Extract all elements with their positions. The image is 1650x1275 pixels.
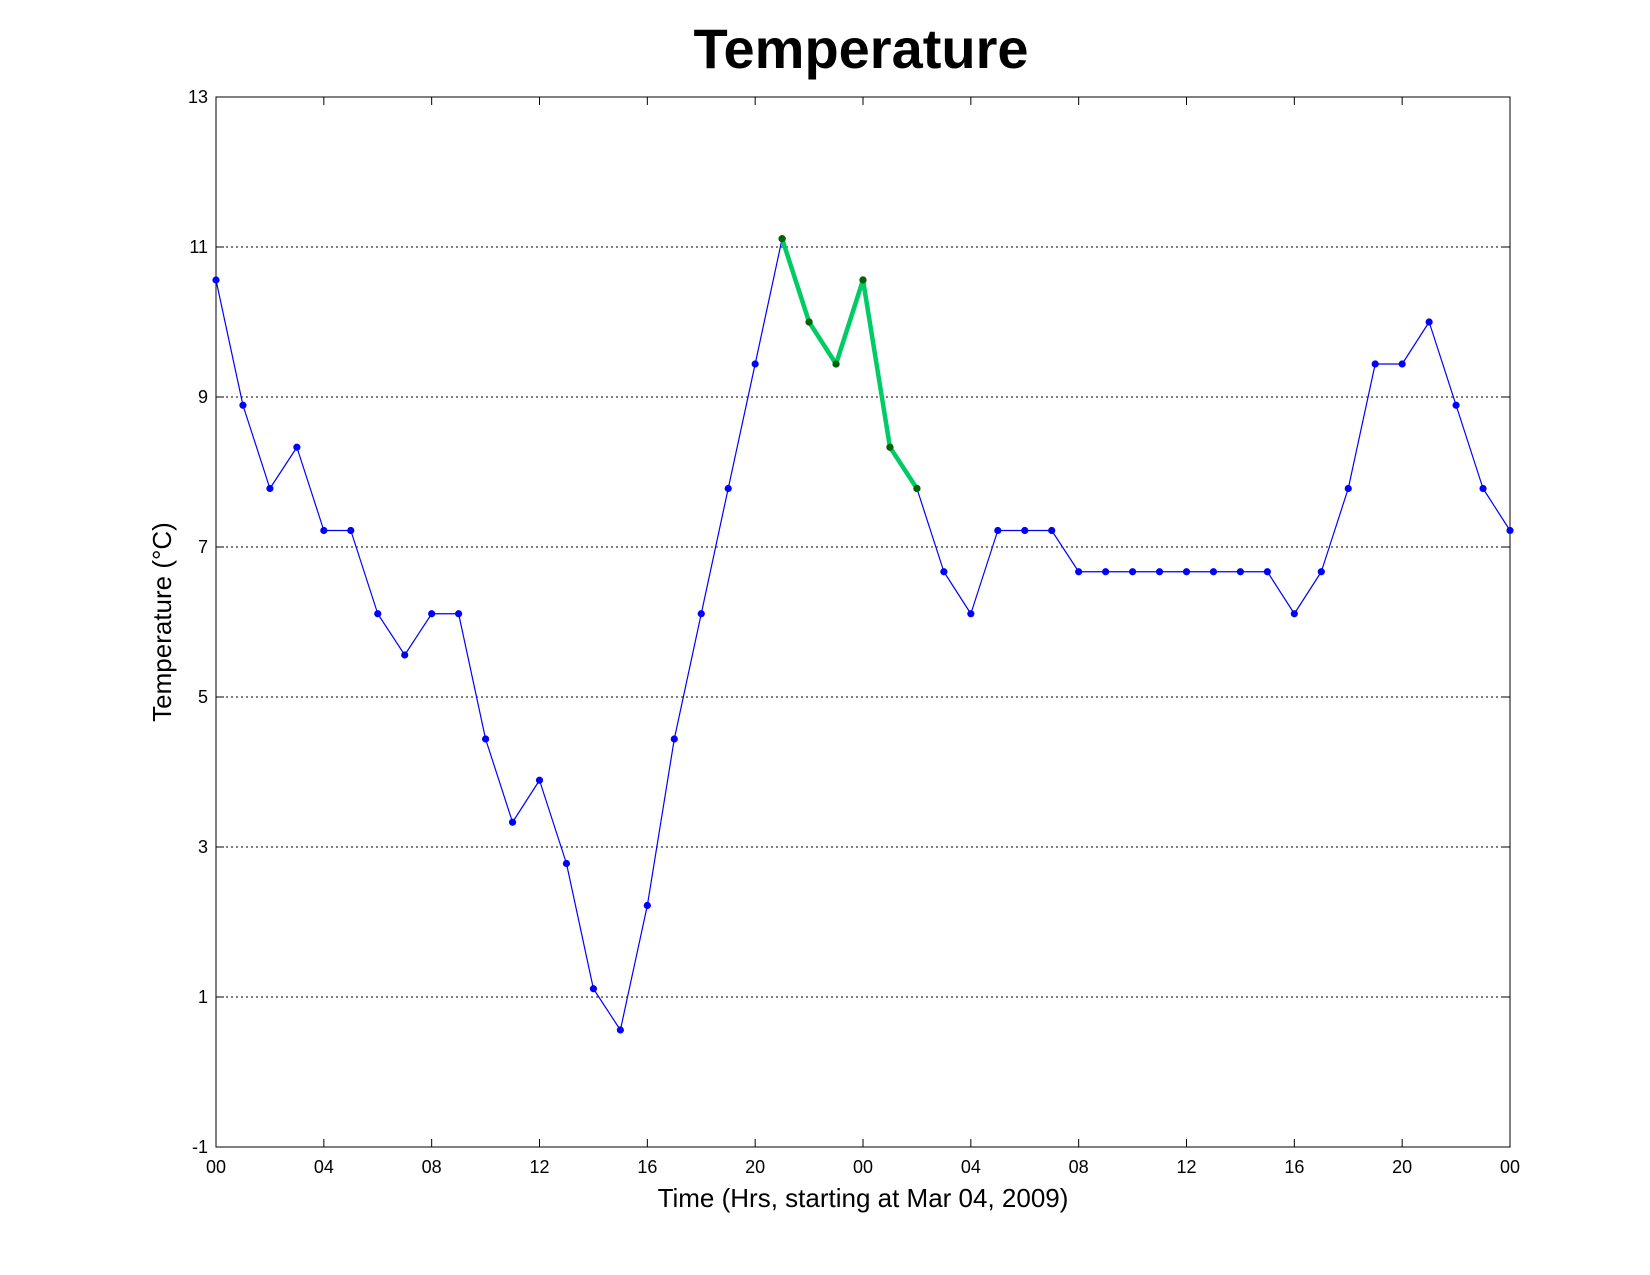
data-point [401,651,409,659]
x-tick-label: 12 [1176,1157,1196,1177]
data-point [1425,318,1433,326]
data-point [670,735,678,743]
y-tick-label: -1 [192,1137,208,1157]
data-point [562,859,571,868]
data-point [212,276,220,284]
y-tick-label: 3 [198,837,208,857]
data-point [455,610,463,618]
data-point [1021,526,1029,535]
x-tick-label: 16 [1284,1157,1304,1177]
x-tick-label: 04 [314,1157,334,1177]
data-point [886,443,894,451]
x-tick-label: 00 [206,1157,226,1177]
data-point [508,818,517,826]
data-point [1452,401,1460,409]
data-point [374,610,382,618]
data-point [994,526,1002,535]
data-point [239,401,247,409]
data-series [212,235,1514,1034]
data-point [1048,526,1056,535]
x-tick-label: 08 [1069,1157,1089,1177]
x-tick-label: 00 [853,1157,873,1177]
x-tick-label: 08 [422,1157,442,1177]
data-point [967,610,975,618]
data-point [616,1026,624,1034]
series-line [779,238,919,490]
data-point [589,985,598,993]
y-tick-label: 11 [189,237,208,257]
data-point [1155,568,1164,576]
y-tick-label: 5 [198,687,208,707]
data-point [859,276,867,284]
data-point [266,484,274,493]
data-point [778,235,786,243]
data-point [320,526,328,535]
data-point [1209,568,1218,576]
x-tick-label: 16 [637,1157,657,1177]
data-point [1479,484,1487,493]
data-point [643,901,651,910]
data-point [481,735,490,743]
x-tick-label: 00 [1500,1157,1520,1177]
data-point [1102,568,1110,576]
data-point [1344,484,1352,493]
data-point [293,443,301,451]
data-point [805,318,813,326]
y-axis-label: Temperature (°C) [147,522,177,722]
y-tick-label: 7 [198,537,208,557]
chart-title: Temperature [693,17,1028,80]
data-point [751,360,759,368]
data-point [1182,568,1191,576]
y-tick-label: 1 [198,987,208,1007]
data-point [1506,526,1514,535]
y-tick-label: 9 [198,387,208,407]
data-point [832,360,840,368]
data-point [1317,568,1325,576]
data-point [1263,568,1271,576]
x-tick-label: 20 [1392,1157,1412,1177]
data-point [1371,360,1379,368]
data-point [913,484,921,493]
x-tick-label: 12 [529,1157,549,1177]
plot-frame [215,96,1511,1148]
y-tick-label: 13 [188,87,208,107]
x-axis-label: Time (Hrs, starting at Mar 04, 2009) [658,1183,1069,1213]
data-point [535,776,544,784]
data-point [1236,568,1245,576]
data-point [1290,610,1298,618]
grid-lines [216,246,1510,998]
series-line [215,238,1511,1031]
data-point [1075,568,1083,576]
data-point [1128,568,1137,576]
data-point [428,610,436,618]
data-point [940,568,948,576]
x-tick-label: 04 [961,1157,981,1177]
data-point [1398,360,1406,368]
data-point [697,610,705,618]
data-point [724,484,732,493]
data-point [347,526,355,535]
x-tick-label: 20 [745,1157,765,1177]
